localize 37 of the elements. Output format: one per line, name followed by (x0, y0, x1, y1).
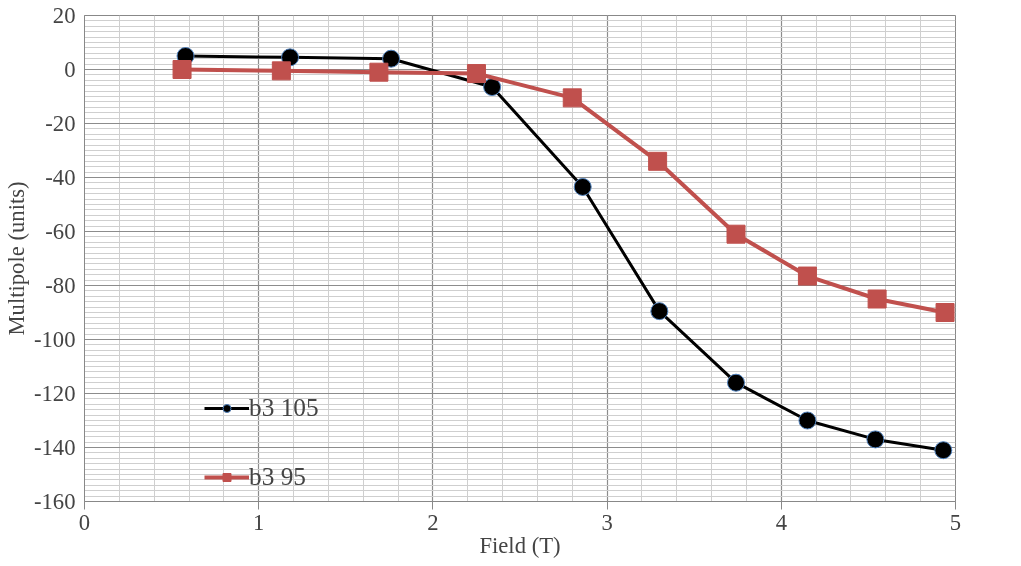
y-tick-label: -20 (45, 111, 76, 136)
point (798, 411, 817, 430)
point (369, 62, 389, 82)
y-tick-label: -160 (33, 489, 76, 514)
y-tick-label: 20 (52, 3, 76, 28)
x-tick-label: 4 (775, 509, 787, 535)
y-tick-label: -80 (45, 273, 76, 298)
y-tick-label: -120 (33, 381, 76, 406)
y-tick-label: -60 (45, 219, 76, 244)
y-tick-label: -140 (33, 435, 76, 460)
x-tick-label: 5 (949, 509, 962, 535)
point (172, 60, 192, 79)
point (483, 78, 502, 97)
point (648, 151, 668, 171)
y-tick-label: -40 (45, 165, 76, 190)
x-axis-title: Field (T) (479, 532, 561, 558)
point (935, 303, 955, 322)
legend-label: b3 105 (249, 393, 319, 422)
point (382, 49, 401, 68)
point (650, 302, 669, 321)
point (271, 61, 291, 81)
legend-label: b3 95 (249, 462, 306, 491)
y-tick-label: 0 (64, 57, 76, 82)
point (466, 64, 486, 84)
x-tick-label: 2 (427, 509, 439, 535)
point (797, 266, 817, 286)
y-axis-title: Multipole (units) (3, 181, 29, 336)
point (573, 177, 592, 196)
x-tick-label: 1 (253, 509, 265, 535)
point (726, 224, 746, 244)
point (867, 289, 887, 309)
point (727, 373, 746, 392)
point (562, 88, 582, 108)
y-tick-label: -100 (33, 327, 76, 352)
point (866, 430, 885, 449)
x-tick-label: 3 (601, 509, 613, 535)
point (934, 441, 953, 460)
